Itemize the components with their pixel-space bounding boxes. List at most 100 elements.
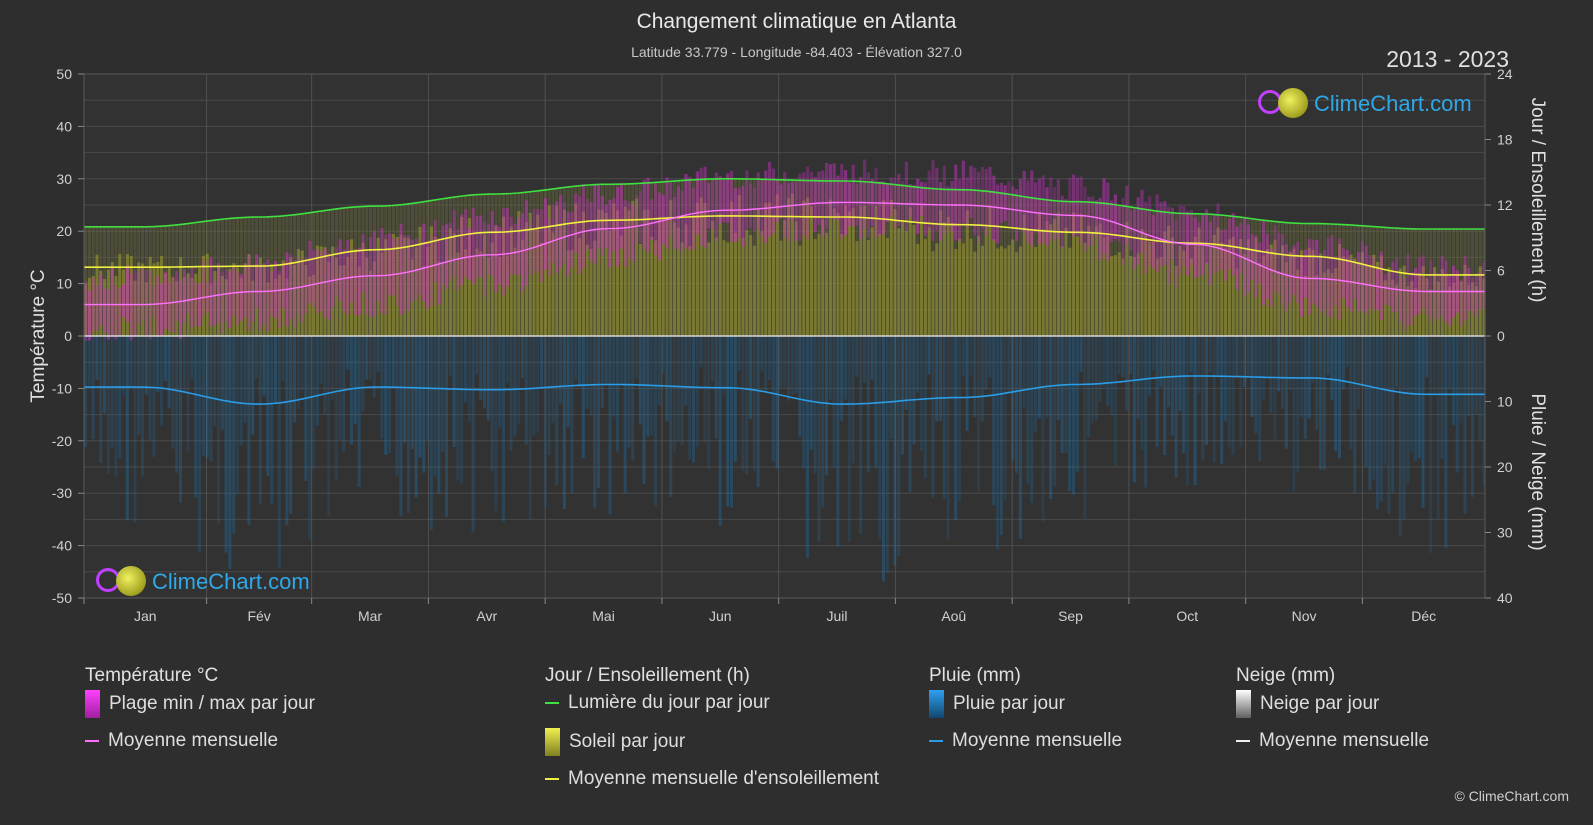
- sunshine-daily-bar: [456, 252, 460, 336]
- temp-range-bar: [920, 181, 924, 216]
- rain-daily-bar: [1208, 336, 1212, 373]
- sunshine-daily-bar: [973, 251, 977, 336]
- temp-range-bar: [1357, 252, 1361, 312]
- rain-daily-bar: [1121, 336, 1125, 378]
- rain-daily-bar: [752, 336, 756, 471]
- sunshine-daily-bar: [509, 226, 513, 336]
- copyright: © ClimeChart.com: [1454, 788, 1569, 804]
- left-tick-label: 40: [56, 118, 72, 134]
- temp-range-bar: [528, 219, 532, 276]
- month-tick-label: Aoû: [941, 608, 966, 624]
- logo-top[interactable]: ClimeChart.com: [1258, 88, 1472, 120]
- sunshine-daily-bar: [585, 244, 589, 336]
- temp-range-bar: [137, 271, 141, 324]
- temp-range-bar: [661, 194, 665, 245]
- rain-daily-bar: [1220, 336, 1224, 465]
- rain-daily-bar: [950, 336, 954, 400]
- temp-range-bar: [521, 213, 525, 291]
- rain-daily-bar: [513, 336, 517, 437]
- temp-range-bar: [1410, 272, 1414, 325]
- right-bottom-axis-title: Pluie / Neige (mm): [1527, 393, 1548, 550]
- sunshine-daily-bar: [965, 210, 969, 336]
- sunshine-daily-bar: [1284, 262, 1288, 336]
- sunshine-daily-bar: [779, 240, 783, 336]
- temp-range-bar: [315, 248, 319, 313]
- temp-range-bar: [217, 263, 221, 323]
- sunshine-daily-bar: [570, 249, 574, 336]
- temp-range-bar: [277, 270, 281, 329]
- sunshine-daily-bar: [304, 265, 308, 336]
- sunshine-daily-bar: [855, 241, 859, 336]
- rain-daily-bar: [1311, 336, 1315, 384]
- rain-daily-bar: [122, 336, 125, 396]
- rain-daily-bar: [1129, 336, 1132, 375]
- rain-daily-bar: [1083, 336, 1087, 519]
- sunshine-daily-bar: [175, 281, 179, 336]
- sunshine-daily-bar: [961, 243, 965, 336]
- temp-range-bar: [749, 183, 753, 228]
- legend-item-daylight: Lumière du jour par jour: [545, 692, 770, 714]
- sunshine-daily-bar: [1034, 246, 1038, 336]
- rain-daily-bar: [1338, 336, 1341, 459]
- daylight-daily-bar: [1406, 228, 1410, 336]
- rain-daily-bar: [1273, 336, 1277, 440]
- sunshine-daily-bar: [1174, 265, 1178, 336]
- rain-daily-bar: [1018, 336, 1022, 539]
- temp-range-bar: [1391, 261, 1395, 312]
- right-mm-tick-label: 40: [1497, 590, 1513, 606]
- temp-range-bar: [1383, 273, 1387, 305]
- sunshine-daily-bar: [581, 211, 585, 336]
- sunshine-daily-bar: [308, 276, 312, 336]
- sunshine-daily-bar: [1220, 242, 1224, 336]
- temp-range-bar: [1189, 210, 1193, 266]
- rain-daily-bar: [1246, 336, 1250, 377]
- temp-range-bar: [342, 249, 346, 311]
- temp-range-bar: [1368, 254, 1372, 309]
- rain-daily-bar: [707, 336, 711, 470]
- rain-daily-bar: [163, 336, 167, 381]
- temp-range-bar: [707, 183, 711, 229]
- sunshine-daily-bar: [380, 252, 384, 336]
- rain-daily-bar: [190, 336, 194, 380]
- rain-daily-bar: [357, 336, 361, 487]
- sunshine-daily-bar: [988, 205, 992, 336]
- rain-daily-bar: [456, 336, 460, 480]
- rain-daily-bar: [1049, 336, 1053, 500]
- rain-daily-bar: [1193, 336, 1197, 485]
- temp-range-bar: [897, 173, 901, 226]
- sunshine-daily-bar: [600, 210, 604, 336]
- rain-daily-bar: [1360, 336, 1364, 387]
- month-tick-label: Jun: [709, 608, 732, 624]
- temp-range-bar: [300, 259, 304, 323]
- rain-daily-bar: [133, 336, 137, 523]
- rain-daily-bar: [1155, 336, 1159, 447]
- rain-daily-bar: [623, 336, 627, 494]
- sunshine-daily-bar: [289, 257, 293, 336]
- rain-daily-bar: [315, 336, 319, 426]
- rain-daily-bar: [152, 336, 156, 457]
- rain-daily-bar: [718, 336, 722, 527]
- rain-daily-bar: [239, 336, 243, 446]
- temp-range-bar: [1319, 256, 1323, 313]
- temp-range-bar: [809, 171, 813, 216]
- rain-daily-bar: [490, 336, 494, 472]
- month-tick-label: Nov: [1292, 608, 1317, 624]
- sunshine-daily-bar: [429, 226, 433, 336]
- rain-daily-bar: [920, 336, 923, 451]
- rain-daily-bar: [916, 336, 920, 393]
- rain-daily-bar: [125, 336, 129, 521]
- rain-daily-bar: [961, 336, 965, 377]
- sunshine-daily-bar: [486, 257, 490, 336]
- temp-range-bar: [479, 215, 483, 278]
- temp-range-bar: [1372, 257, 1376, 311]
- sunshine-daily-bar: [205, 253, 209, 336]
- sunshine-daily-bar: [1383, 280, 1387, 336]
- rain-daily-bar: [1064, 336, 1068, 453]
- logo-bottom[interactable]: ClimeChart.com: [96, 566, 310, 598]
- sunshine-daily-bar: [1273, 239, 1277, 336]
- temp-range-bar: [1417, 257, 1421, 314]
- sunshine-daily-bar: [638, 243, 642, 336]
- legend-item-rain-mean: Moyenne mensuelle: [929, 730, 1122, 752]
- temp-range-bar: [179, 281, 183, 339]
- daylight-daily-bar: [1474, 229, 1478, 336]
